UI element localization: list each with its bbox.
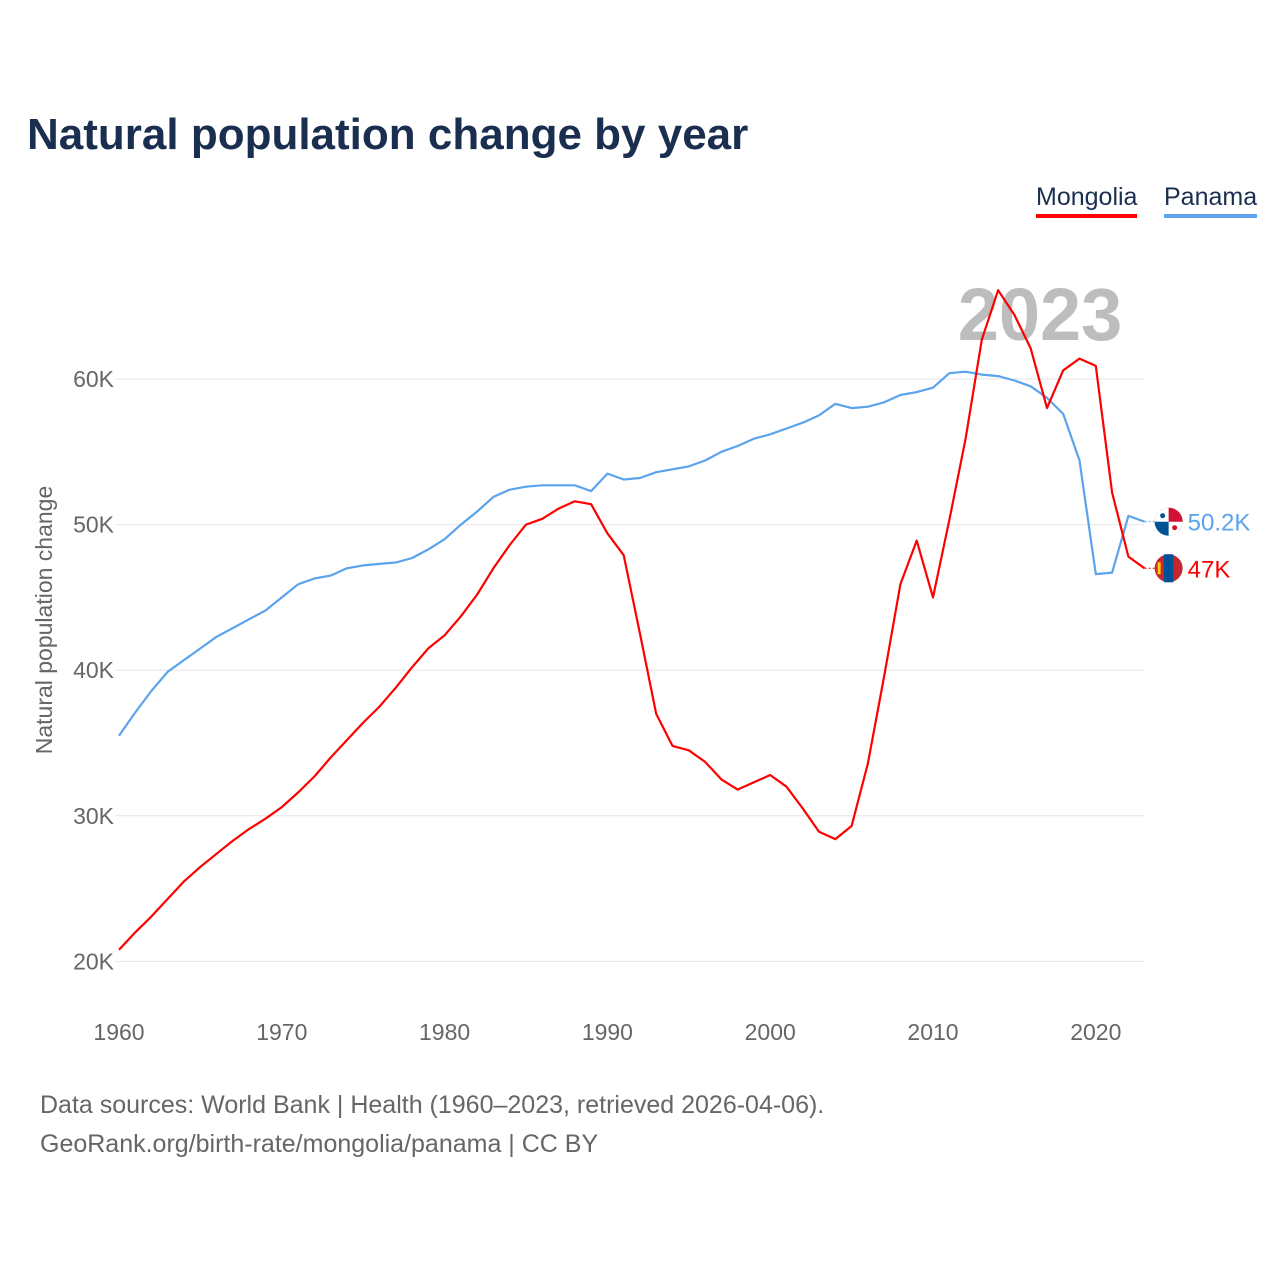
x-tick-label: 1960	[93, 1019, 144, 1045]
footer: Data sources: World Bank | Health (1960–…	[40, 1086, 824, 1164]
year-label: 2023	[958, 273, 1123, 356]
end-label-mongolia: 47K	[1188, 556, 1231, 583]
y-tick-label: 20K	[73, 948, 115, 974]
flag-icon-panama	[1154, 507, 1183, 536]
x-tick-label: 1990	[582, 1019, 633, 1045]
y-tick-label: 40K	[73, 657, 115, 683]
y-tick-label: 50K	[73, 512, 115, 538]
chart-title: Natural population change by year	[27, 110, 749, 159]
source-text: Data sources: World Bank | Health (1960–…	[40, 1091, 825, 1119]
series-line-mongolia[interactable]	[118, 289, 1146, 951]
legend-item-panama[interactable]: Panama	[1164, 183, 1258, 218]
y-tick-label: 60K	[73, 366, 115, 392]
end-label-panama: 50.2K	[1188, 510, 1251, 537]
x-tick-label: 1970	[256, 1019, 307, 1045]
legend-item-mongolia[interactable]: Mongolia	[1036, 183, 1138, 218]
x-tick-label: 2020	[1070, 1019, 1121, 1045]
series-line-panama[interactable]	[118, 370, 1145, 737]
source-link[interactable]: GeoRank.org/birth-rate/mongolia/panama |…	[40, 1130, 599, 1158]
flag-icon-mongolia	[1154, 554, 1183, 583]
y-axis-label: Natural population change	[31, 486, 57, 755]
y-tick-label: 30K	[73, 803, 115, 829]
x-tick-label: 1980	[419, 1019, 470, 1045]
x-tick-label: 2010	[907, 1019, 958, 1045]
x-tick-label: 2000	[745, 1019, 796, 1045]
